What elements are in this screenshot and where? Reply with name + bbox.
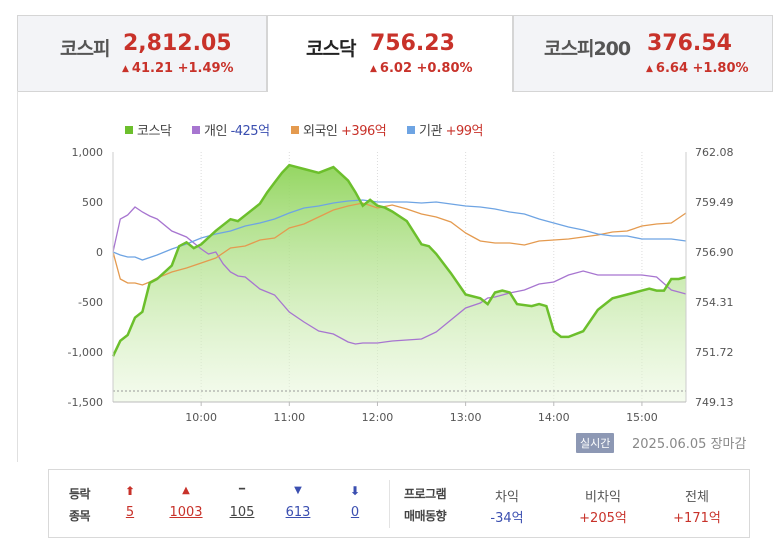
y-left-tick-label: 500 xyxy=(82,196,103,209)
legend-value: +396억 xyxy=(341,124,387,139)
non-arbitrage-head: 비차익 xyxy=(585,490,621,505)
legend-label: 기관 xyxy=(419,124,442,139)
market-close-date: 2025.06.05 장마감 xyxy=(632,437,747,452)
tab-change-text: 6.64 +1.80% xyxy=(655,61,749,76)
arbitrage-head: 차익 xyxy=(495,490,519,505)
tab-value: 2,812.05 xyxy=(123,31,232,56)
legend-swatch xyxy=(407,126,415,134)
x-tick-label: 13:00 xyxy=(450,411,482,424)
market-breadth-panel: 등락 종목 ⬆ 5 ▲ 1003 ━ 105 ▼ 613 ⬇ 0 프로그램 매매… xyxy=(48,469,750,538)
tab-kospi[interactable]: 코스피 2,812.05 ▲ 41.21 +1.49% xyxy=(17,16,267,92)
x-tick-label: 14:00 xyxy=(538,411,570,424)
legend-value: +99억 xyxy=(445,124,484,139)
up-triangle-icon: ▲ xyxy=(646,64,653,74)
y-left-tick-label: 0 xyxy=(96,246,103,259)
series-line-foreign xyxy=(112,202,687,286)
legend-label: 코스닥 xyxy=(137,124,172,139)
arbitrage-value: -34억 xyxy=(490,511,524,526)
unchanged-icon: ━ xyxy=(238,484,246,495)
index-tabs: 코스피 2,812.05 ▲ 41.21 +1.49% 코스닥 756.23 ▲ 6… xyxy=(17,15,773,92)
legend-swatch xyxy=(291,126,299,134)
tab-value: 756.23 xyxy=(370,31,455,56)
tab-name: 코스피200 xyxy=(544,38,631,60)
program-label: 매매동향 xyxy=(404,509,447,523)
upper-limit-icon: ⬆ xyxy=(124,484,136,498)
advancing-count[interactable]: 1003 xyxy=(169,505,203,520)
y-left-tick-label: -1,000 xyxy=(68,346,103,359)
updown-label: 등락 xyxy=(69,487,91,501)
lower-limit-count[interactable]: 0 xyxy=(350,505,360,520)
updown-label: 종목 xyxy=(69,509,91,523)
tab-change-text: 41.21 +1.49% xyxy=(131,61,234,76)
upper-limit-count[interactable]: 5 xyxy=(125,505,135,520)
tab-name: 코스닥 xyxy=(306,38,356,60)
tab-kosdaq[interactable]: 코스닥 756.23 ▲ 6.02 +0.80% xyxy=(267,16,513,92)
tab-change: ▲ 6.02 +0.80% xyxy=(370,61,473,76)
series-line-institution xyxy=(112,199,687,261)
section-divider xyxy=(389,480,390,528)
y-left-tick-label: -1,500 xyxy=(68,396,103,409)
realtime-button[interactable]: 실시간 xyxy=(576,433,615,453)
y-left-tick-label: 1,000 xyxy=(72,146,104,159)
legend-institution[interactable]: 기관 +99억 xyxy=(407,120,483,139)
y-right-tick-label: 749.13 xyxy=(695,396,734,409)
legend-value: -425억 xyxy=(230,124,270,139)
total-head: 전체 xyxy=(685,490,709,505)
unchanged-count[interactable]: 105 xyxy=(229,505,255,520)
legend-foreign[interactable]: 외국인 +396억 xyxy=(291,120,387,139)
y-left-tick-label: -500 xyxy=(78,296,103,309)
declining-count[interactable]: 613 xyxy=(285,505,311,520)
tab-change: ▲ 6.64 +1.80% xyxy=(646,61,749,76)
x-tick-label: 12:00 xyxy=(362,411,394,424)
up-triangle-icon: ▲ xyxy=(122,64,129,74)
y-right-tick-label: 754.31 xyxy=(695,296,734,309)
legend-swatch xyxy=(192,126,200,134)
non-arbitrage-value: +205억 xyxy=(579,511,627,526)
x-tick-label: 11:00 xyxy=(273,411,305,424)
down-triangle-icon: ▼ xyxy=(294,485,302,496)
legend-kosdaq[interactable]: 코스닥 xyxy=(125,120,172,139)
y-right-tick-label: 756.90 xyxy=(695,246,734,259)
x-tick-label: 10:00 xyxy=(185,411,217,424)
legend-individual[interactable]: 개인 -425억 xyxy=(192,120,270,139)
y-right-tick-label: 759.49 xyxy=(695,196,734,209)
lower-limit-icon: ⬇ xyxy=(349,484,361,498)
program-label: 프로그램 xyxy=(404,487,447,501)
x-tick-label: 15:00 xyxy=(626,411,658,424)
tab-value: 376.54 xyxy=(647,31,732,56)
series-line-individual xyxy=(112,206,687,345)
tab-kospi200[interactable]: 코스피200 376.54 ▲ 6.64 +1.80% xyxy=(513,16,773,92)
y-right-tick-label: 762.08 xyxy=(695,146,734,159)
legend-label: 외국인 xyxy=(303,124,338,139)
legend-swatch xyxy=(125,126,133,134)
total-value: +171억 xyxy=(673,511,721,526)
up-triangle-icon: ▲ xyxy=(370,64,377,74)
legend-label: 개인 xyxy=(204,124,227,139)
series-area-kosdaq xyxy=(113,165,686,402)
y-right-tick-label: 751.72 xyxy=(695,346,734,359)
tab-name: 코스피 xyxy=(60,38,110,60)
series-line-kosdaq xyxy=(111,163,687,357)
up-triangle-icon: ▲ xyxy=(182,485,190,496)
tab-change: ▲ 41.21 +1.49% xyxy=(122,61,234,76)
chart-panel: 코스닥 개인 -425억 외국인 +396억 기관 +99억 xyxy=(17,91,773,462)
tab-change-text: 6.02 +0.80% xyxy=(379,61,473,76)
